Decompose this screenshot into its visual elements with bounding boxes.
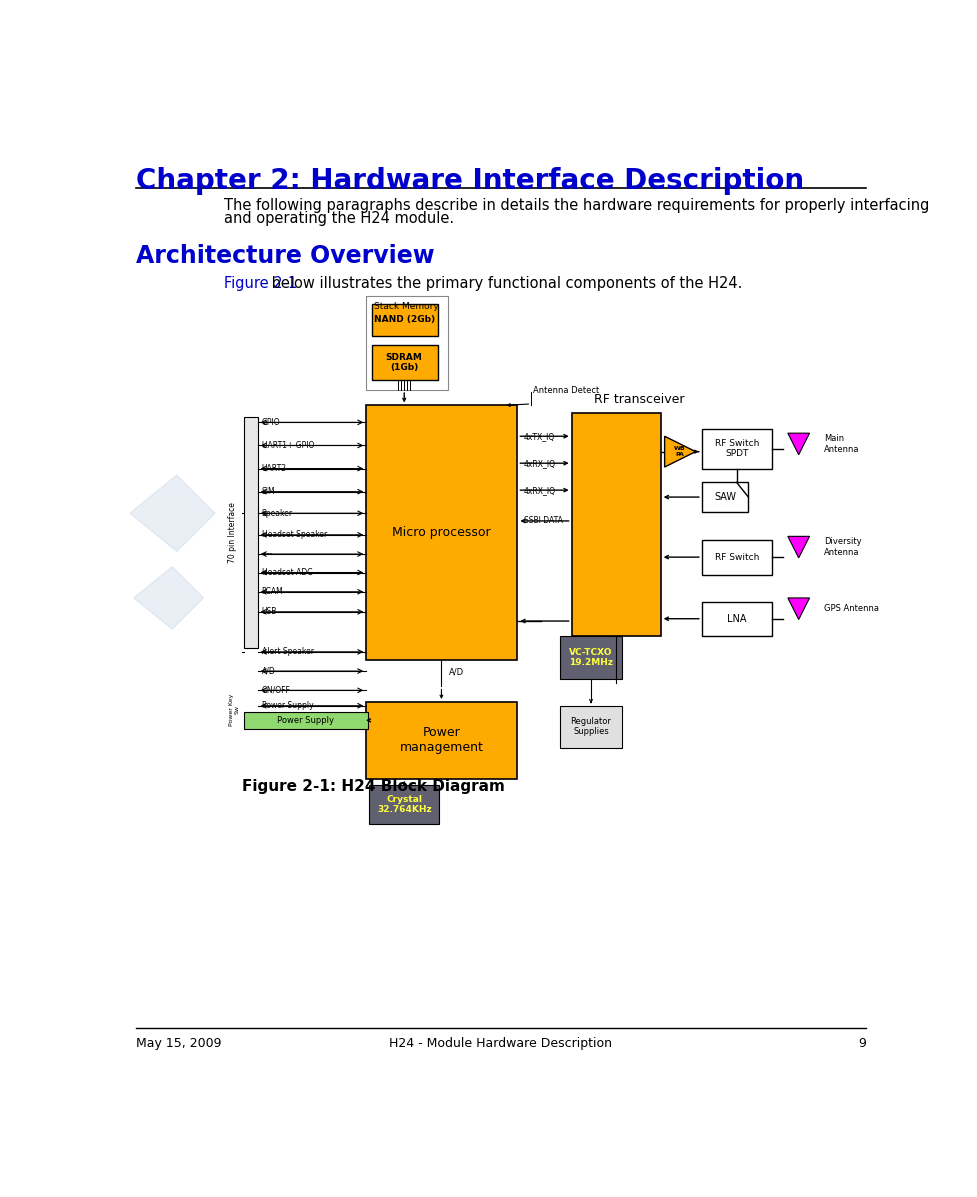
Text: GPIO: GPIO [262, 418, 280, 427]
Bar [371, 346, 438, 379]
Text: GPS Antenna: GPS Antenna [825, 604, 879, 613]
Text: Regulator
Supplies: Regulator Supplies [571, 717, 612, 736]
Bar [366, 701, 518, 779]
Text: UART2: UART2 [262, 464, 286, 473]
Text: 70 pin Interface: 70 pin Interface [229, 502, 237, 563]
Text: Figure 2-1: H24 Block Diagram: Figure 2-1: H24 Block Diagram [242, 779, 505, 794]
Polygon shape [130, 475, 215, 552]
Text: SDRAM
(1Gb): SDRAM (1Gb) [386, 353, 423, 372]
Text: Power Supply: Power Supply [277, 716, 334, 725]
Text: PCAM: PCAM [262, 588, 283, 596]
Bar [701, 429, 772, 468]
Bar [572, 413, 660, 637]
Text: A/D: A/D [449, 667, 464, 676]
Polygon shape [787, 536, 810, 558]
Text: Power Key
Sw: Power Key Sw [229, 693, 240, 725]
Text: NAND (2Gb): NAND (2Gb) [373, 316, 435, 324]
Text: Power Supply: Power Supply [262, 701, 314, 710]
Text: Headset ADC: Headset ADC [262, 569, 312, 577]
Text: WB
PA: WB PA [674, 446, 686, 457]
Text: A/D: A/D [262, 667, 276, 675]
Text: below illustrates the primary functional components of the H24.: below illustrates the primary functional… [267, 277, 743, 291]
Bar [701, 540, 772, 575]
Bar [369, 785, 439, 824]
Bar [701, 602, 772, 637]
Bar [560, 706, 622, 748]
Text: UART1+ GPIO: UART1+ GPIO [262, 440, 314, 450]
Text: Chapter 2: Hardware Interface Description: Chapter 2: Hardware Interface Descriptio… [136, 166, 804, 195]
Text: USB: USB [262, 607, 277, 616]
Text: 4xTX_IQ: 4xTX_IQ [524, 432, 555, 440]
Text: H24 - Module Hardware Description: H24 - Module Hardware Description [389, 1037, 612, 1050]
Text: RF Switch
SPDT: RF Switch SPDT [714, 439, 759, 458]
Text: LNA: LNA [727, 614, 746, 624]
Text: Antenna Detect: Antenna Detect [532, 385, 599, 395]
Bar [701, 482, 748, 511]
Text: Stack Memory: Stack Memory [374, 303, 439, 311]
Text: 9: 9 [858, 1037, 867, 1050]
Text: SAW: SAW [714, 492, 736, 502]
Text: The following paragraphs describe in details the hardware requirements for prope: The following paragraphs describe in det… [225, 198, 930, 213]
Text: ON/OFF: ON/OFF [262, 686, 290, 694]
Bar [366, 406, 518, 660]
Text: Alert Speaker: Alert Speaker [262, 648, 314, 656]
Bar [560, 637, 622, 679]
Polygon shape [664, 436, 696, 467]
Text: Architecture Overview: Architecture Overview [136, 244, 435, 268]
Polygon shape [787, 433, 810, 455]
Bar [244, 417, 258, 648]
Text: Crystal
32.764KHz: Crystal 32.764KHz [377, 795, 432, 814]
Bar [371, 304, 438, 336]
Text: 4xRX_IQ: 4xRX_IQ [524, 458, 556, 468]
Text: 4xRX_IQ: 4xRX_IQ [524, 486, 556, 494]
Text: Power
management: Power management [400, 727, 484, 754]
Text: ----: ---- [262, 549, 273, 559]
Text: Headset Speaker: Headset Speaker [262, 530, 327, 540]
Text: Speaker: Speaker [262, 509, 293, 518]
Text: Main
Antenna: Main Antenna [825, 435, 860, 454]
Text: Micro processor: Micro processor [392, 525, 490, 539]
Text: RF transceiver: RF transceiver [594, 393, 684, 406]
Text: May 15, 2009: May 15, 2009 [136, 1037, 222, 1050]
Bar [244, 712, 367, 729]
Text: VC-TCXO
19.2MHz: VC-TCXO 19.2MHz [569, 648, 613, 667]
Text: Diversity
Antenna: Diversity Antenna [825, 537, 862, 557]
Text: Figure 2-1: Figure 2-1 [225, 277, 298, 291]
Text: and operating the H24 module.: and operating the H24 module. [225, 212, 454, 226]
Polygon shape [134, 566, 203, 630]
Text: SIM: SIM [262, 487, 276, 497]
Bar [366, 296, 447, 390]
Text: SSBI DATA: SSBI DATA [524, 516, 563, 525]
Polygon shape [787, 598, 810, 620]
Text: RF Switch: RF Switch [714, 553, 759, 561]
